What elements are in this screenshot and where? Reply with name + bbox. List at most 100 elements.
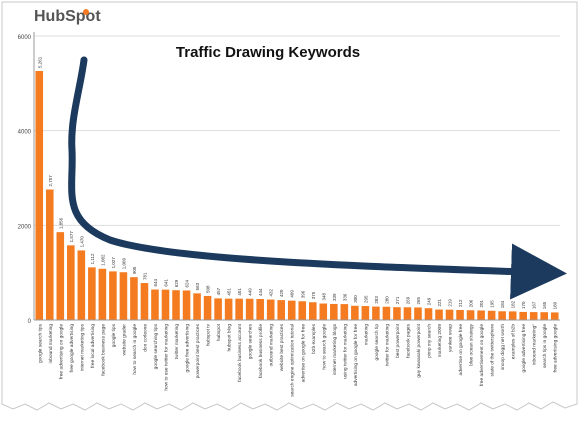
data-label: 375 xyxy=(311,291,316,299)
bar xyxy=(151,289,159,320)
category-label: website grader xyxy=(121,324,127,356)
bar xyxy=(382,306,391,320)
category-label: google searching tips xyxy=(153,323,159,369)
data-label: 184 xyxy=(500,300,505,308)
data-label: 1,577 xyxy=(69,231,74,243)
category-label: google search tips xyxy=(37,323,43,363)
data-label: 420 xyxy=(279,289,284,297)
category-label: google tips xyxy=(111,323,117,347)
bar xyxy=(287,300,296,320)
category-label: b2b examples xyxy=(311,323,317,353)
bar xyxy=(456,309,464,320)
data-label: 5,261 xyxy=(37,56,42,68)
data-label: 1,856 xyxy=(58,217,63,229)
category-label: advertise on google for free xyxy=(300,324,306,383)
category-label: inbound marketing" xyxy=(532,324,538,365)
bar xyxy=(35,70,44,320)
category-label: google searches xyxy=(248,323,254,359)
y-tick-label: 0 xyxy=(28,319,32,325)
category-label: advertising on google for free xyxy=(353,324,359,386)
data-label: 2,757 xyxy=(48,175,53,187)
bar xyxy=(529,312,538,320)
category-label: marketing xyxy=(363,324,369,345)
y-tick-label: 4000 xyxy=(18,130,32,136)
category-label: state of the twittersphere xyxy=(490,324,496,377)
category-label: powerpoint best practices xyxy=(195,323,201,378)
category-label: internet marketing tips xyxy=(79,323,85,371)
data-label: 219 xyxy=(448,299,453,307)
bar xyxy=(519,311,527,320)
category-label: blue ocean strategy xyxy=(469,323,475,365)
category-label: outbound marketing xyxy=(269,324,275,367)
bar xyxy=(424,308,433,320)
hubspot-sprocket-icon xyxy=(83,9,89,15)
category-label: hubspot blog xyxy=(227,324,233,352)
data-label: 563 xyxy=(195,282,200,290)
data-label: 206 xyxy=(469,299,474,307)
bar xyxy=(182,290,191,320)
bar xyxy=(340,304,349,320)
data-label: 641 xyxy=(164,279,169,287)
category-label: hubspot tv xyxy=(206,323,212,346)
category-label: search tips in google xyxy=(542,324,548,368)
category-label: twitter for marketing xyxy=(384,324,390,366)
bar xyxy=(330,303,338,320)
bar xyxy=(235,298,243,320)
bar xyxy=(67,245,75,320)
category-label: facebook pages xyxy=(405,323,411,357)
data-label: 165 xyxy=(542,301,547,309)
data-label: 624 xyxy=(185,279,190,287)
bar xyxy=(193,293,201,320)
data-label: 396 xyxy=(300,290,305,298)
data-label: 508 xyxy=(206,285,211,293)
category-label: free advertisement on google xyxy=(479,324,485,386)
category-label: yankee swap xyxy=(448,324,454,352)
bar xyxy=(403,307,412,320)
category-label: internet marketing blogs xyxy=(332,323,338,375)
gridlines xyxy=(34,35,560,226)
data-label: 1,470 xyxy=(79,236,84,248)
data-label: 348 xyxy=(321,293,326,301)
data-label: 457 xyxy=(216,287,221,295)
bar xyxy=(161,289,170,320)
bar xyxy=(119,272,128,320)
data-label: 160 xyxy=(553,301,558,309)
bar xyxy=(466,310,475,320)
bar xyxy=(361,306,370,320)
bar xyxy=(266,299,275,320)
data-label: 449 xyxy=(248,288,253,296)
data-label: 265 xyxy=(416,296,421,304)
category-label: free advertising google xyxy=(553,324,559,373)
data-label: 444 xyxy=(258,288,263,296)
category-label: how to search in google xyxy=(132,324,138,375)
hubspot-logo-text: HubSpot xyxy=(34,8,101,25)
bars xyxy=(35,70,559,320)
bar xyxy=(487,310,496,320)
data-label: 212 xyxy=(458,299,463,307)
category-label: google free advertising xyxy=(185,324,191,373)
category-label: pimp my search xyxy=(427,324,433,358)
category-label: twitter marketing xyxy=(174,324,180,360)
category-label: best powerpoint xyxy=(395,323,401,358)
category-label: examples of b2b xyxy=(511,324,517,360)
y-tick-label: 2000 xyxy=(18,224,32,230)
data-label: 280 xyxy=(384,296,389,304)
category-label: facebook business account xyxy=(237,323,243,382)
bar xyxy=(203,295,212,320)
bar xyxy=(98,268,107,320)
category-label: website best practices xyxy=(279,323,285,371)
data-label: 1,112 xyxy=(90,253,95,264)
data-label: 905 xyxy=(132,266,137,274)
category-label: inbound marketing xyxy=(48,324,54,364)
chart-title: Traffic Drawing Keywords xyxy=(176,44,360,61)
data-label: 182 xyxy=(511,300,516,308)
bar xyxy=(56,232,65,320)
bar xyxy=(414,307,422,320)
y-axis-ticks: 0 2000 4000 6000 xyxy=(18,35,32,325)
data-label: 451 xyxy=(227,288,232,296)
category-label: facebook business page xyxy=(100,324,106,376)
data-label: 339 xyxy=(332,293,337,301)
bar xyxy=(109,271,117,320)
category-label: free google advertising xyxy=(69,324,75,373)
